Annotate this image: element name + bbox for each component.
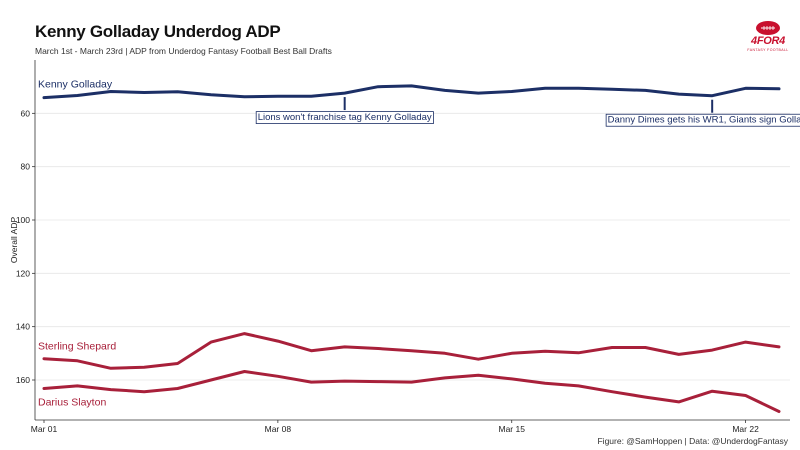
x-tick-label: Mar 01 [31, 424, 58, 434]
y-tick-label: 160 [16, 375, 30, 385]
figure-caption: Figure: @SamHoppen | Data: @UnderdogFant… [597, 436, 788, 446]
series-label: Kenny Golladay [38, 79, 113, 91]
series-label: Sterling Shepard [38, 341, 116, 353]
series-line-sterling-shepard [42, 332, 781, 370]
y-tick-label: 60 [21, 108, 31, 118]
series-label: Darius Slayton [38, 397, 106, 409]
x-tick-label: Mar 08 [265, 424, 292, 434]
logo-wordmark: 4FOR4 [751, 35, 785, 47]
x-tick-label: Mar 15 [498, 424, 525, 434]
y-tick-label: 80 [21, 162, 31, 172]
annotation-box [255, 111, 434, 124]
annotation-label: Lions won't franchise tag Kenny Golladay [258, 112, 432, 123]
y-tick-label: 120 [16, 268, 30, 278]
y-tick-label: 100 [16, 215, 30, 225]
y-axis-label: Overall ADP [9, 217, 19, 264]
annotation: Lions won't franchise tag Kenny Golladay [255, 97, 434, 124]
football-icon [756, 21, 780, 35]
series-labels: Kenny Golladay Sterling Shepard Darius Sla… [38, 79, 116, 409]
chart-subtitle: March 1st - March 23rd | ADP from Underd… [35, 46, 332, 56]
series-line-darius-slayton [42, 370, 781, 413]
annotations: Lions won't franchise tag Kenny Golladay… [255, 97, 800, 127]
x-tick-label: Mar 22 [732, 424, 759, 434]
series-lines [42, 84, 781, 413]
axes: 60 80 100 120 140 160 Mar 01 Mar 08 Mar 15 Mar 22… [9, 60, 790, 434]
series-line-kenny-golladay [42, 84, 781, 100]
y-tick-label: 140 [16, 322, 30, 332]
annotation: Danny Dimes gets his WR1, Giants sign Go… [605, 99, 800, 127]
brand-logo: 4FOR4 FANTASY FOOTBALL [746, 20, 790, 52]
gridlines [35, 112, 790, 381]
logo-tagline: FANTASY FOOTBALL [747, 48, 789, 52]
chart-title: Kenny Golladay Underdog ADP [35, 22, 281, 41]
annotation-label: Danny Dimes gets his WR1, Giants sign Go… [608, 115, 800, 126]
annotation-box [605, 113, 800, 127]
